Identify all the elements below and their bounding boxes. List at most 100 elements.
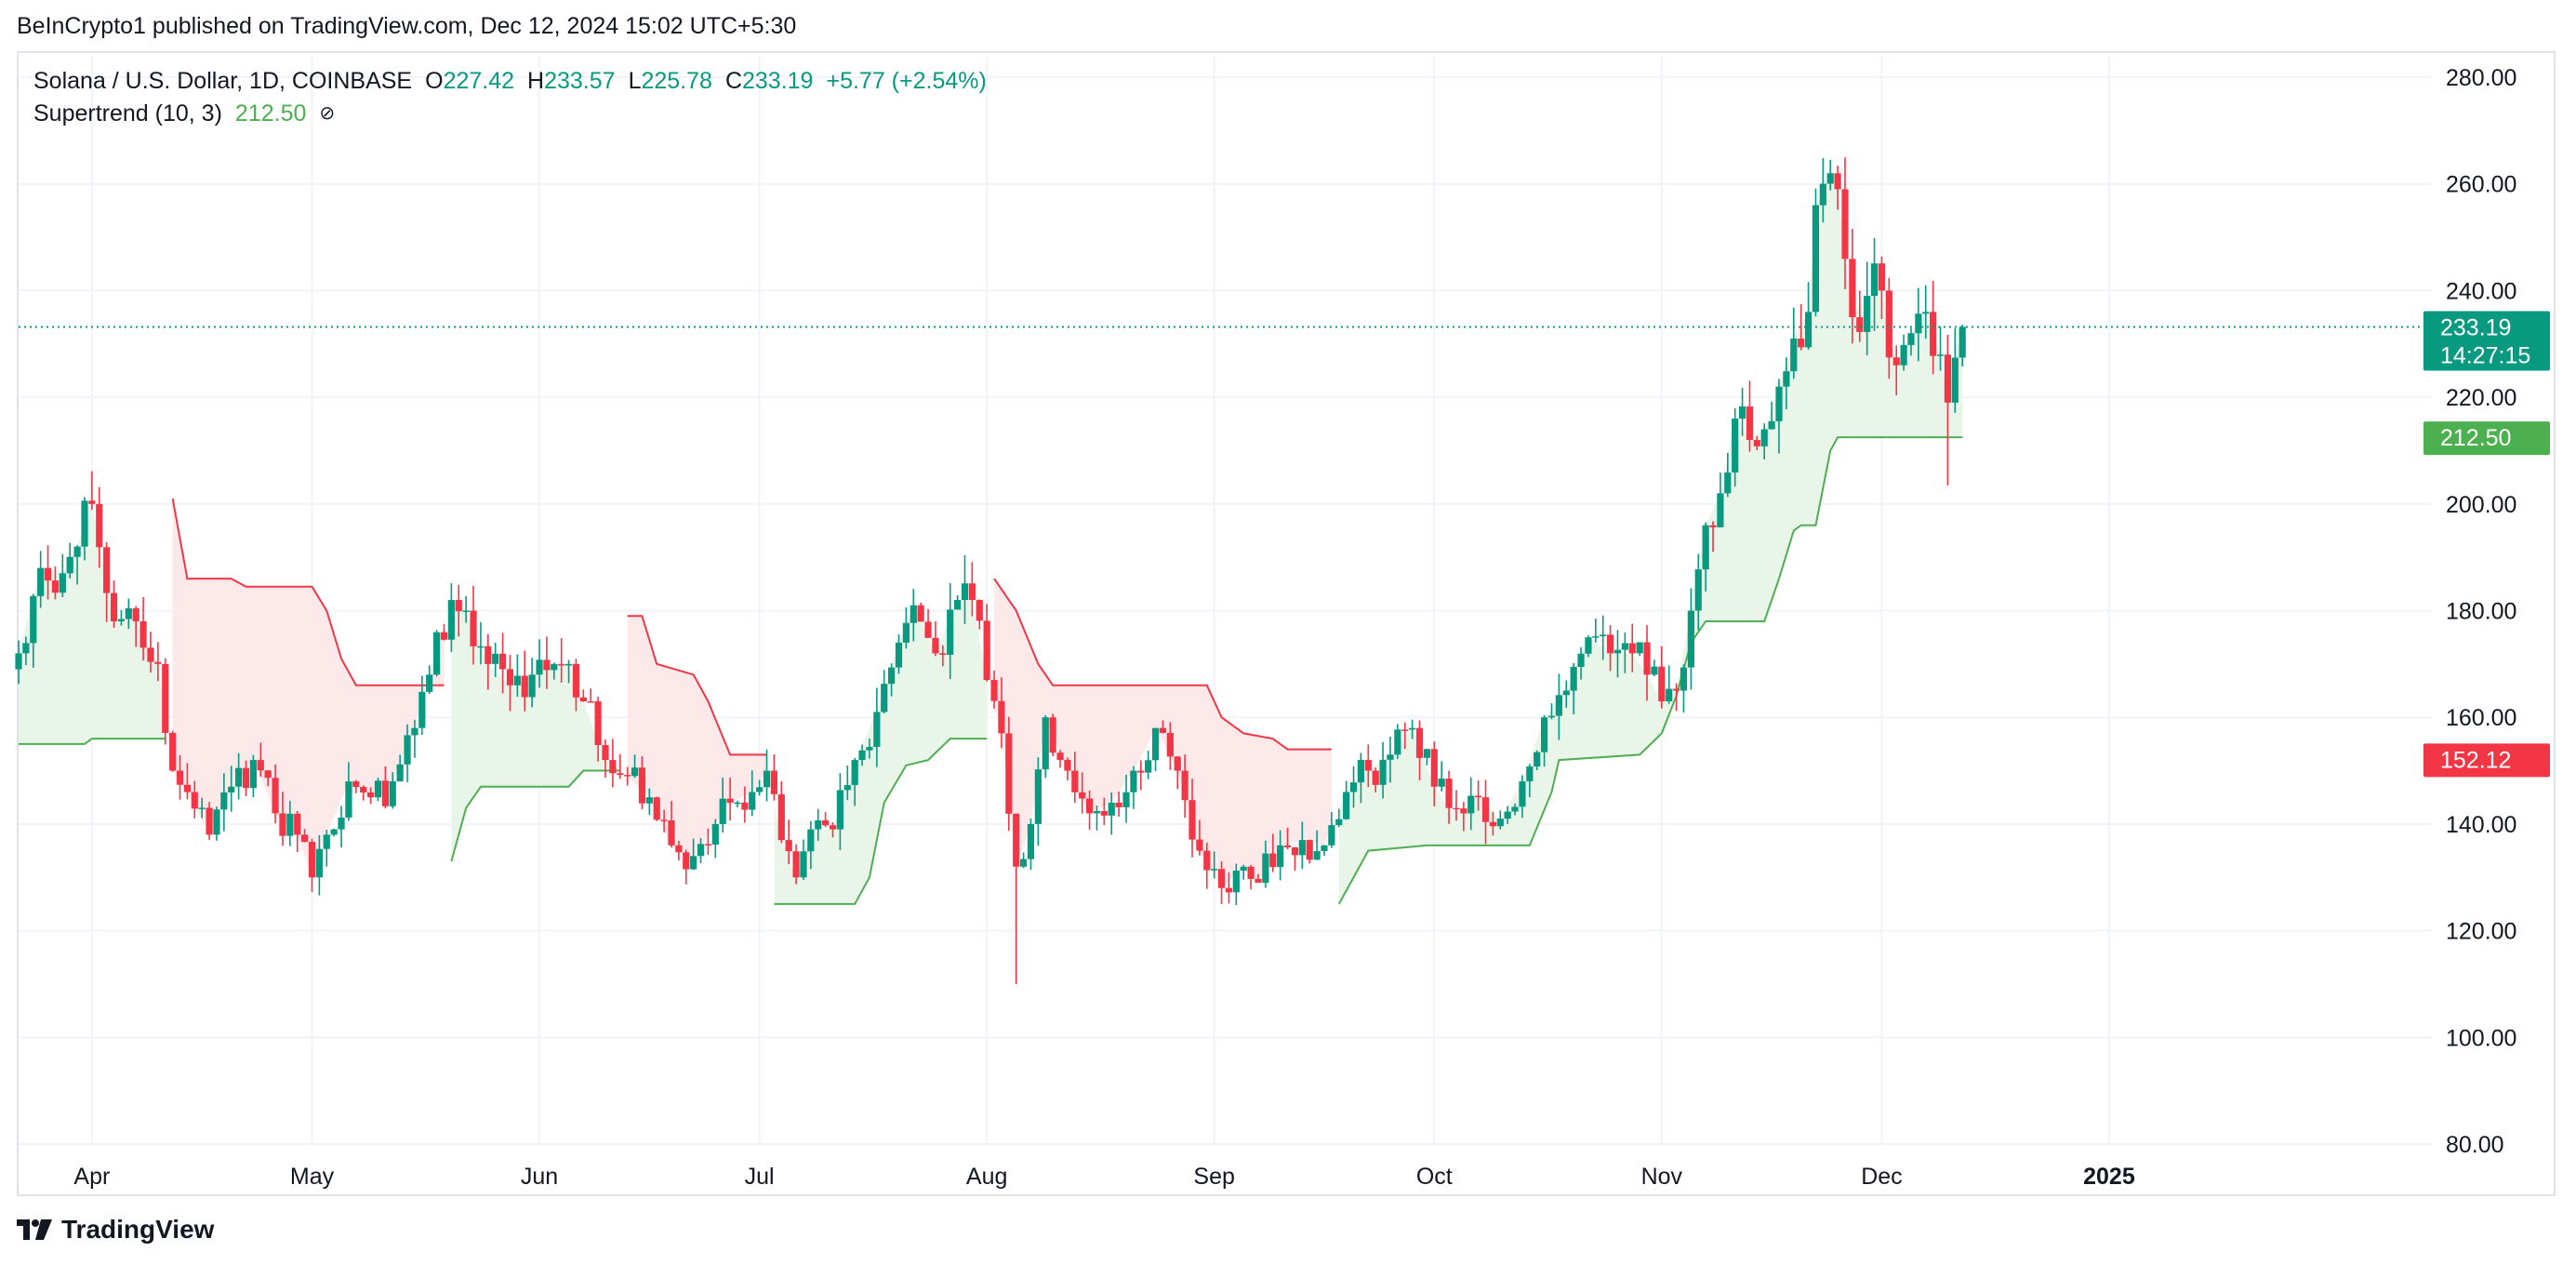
candle[interactable] bbox=[602, 739, 609, 778]
candle[interactable] bbox=[191, 780, 198, 819]
candle[interactable] bbox=[286, 801, 294, 846]
candle[interactable] bbox=[947, 582, 954, 679]
candle[interactable] bbox=[1064, 757, 1071, 780]
candle[interactable] bbox=[521, 650, 528, 712]
candle[interactable] bbox=[73, 545, 81, 585]
candle[interactable] bbox=[1277, 830, 1284, 881]
candle[interactable] bbox=[1804, 282, 1812, 351]
candle[interactable] bbox=[594, 697, 602, 762]
candle[interactable] bbox=[976, 599, 983, 630]
candle[interactable] bbox=[264, 770, 272, 787]
candle[interactable] bbox=[96, 486, 103, 568]
candle[interactable] bbox=[1680, 664, 1688, 713]
candle[interactable] bbox=[697, 838, 705, 864]
candle[interactable] bbox=[1034, 757, 1042, 846]
candle[interactable] bbox=[1349, 766, 1358, 808]
candle[interactable] bbox=[360, 785, 367, 801]
candle[interactable] bbox=[704, 828, 712, 856]
candle[interactable] bbox=[660, 809, 668, 832]
candle[interactable] bbox=[1415, 720, 1424, 780]
candle[interactable] bbox=[792, 844, 800, 885]
candle[interactable] bbox=[536, 639, 543, 688]
candle[interactable] bbox=[756, 779, 764, 796]
candle[interactable] bbox=[1717, 473, 1724, 528]
candle[interactable] bbox=[1100, 797, 1108, 825]
candle[interactable] bbox=[777, 780, 785, 844]
candle[interactable] bbox=[1049, 713, 1056, 756]
candle[interactable] bbox=[213, 806, 220, 841]
candle[interactable] bbox=[1321, 845, 1328, 857]
candle[interactable] bbox=[924, 608, 932, 638]
candle[interactable] bbox=[220, 773, 228, 832]
candles[interactable] bbox=[15, 157, 1966, 984]
candle[interactable] bbox=[1196, 819, 1203, 856]
candle[interactable] bbox=[1577, 646, 1585, 680]
candle[interactable] bbox=[249, 754, 258, 798]
candle[interactable] bbox=[1936, 326, 1945, 371]
candle[interactable] bbox=[1666, 665, 1673, 704]
candle[interactable] bbox=[59, 553, 66, 598]
supertrend-down-tag[interactable]: 152.12 bbox=[2423, 743, 2550, 778]
candle[interactable] bbox=[1453, 790, 1460, 821]
candle[interactable] bbox=[528, 658, 536, 708]
candle[interactable] bbox=[895, 634, 903, 674]
candle[interactable] bbox=[345, 762, 352, 821]
symbol-legend-row[interactable]: Solana / U.S. Dollar, 1D, COINBASE O227.… bbox=[33, 65, 987, 98]
candle[interactable] bbox=[1534, 750, 1541, 771]
candle[interactable] bbox=[44, 545, 52, 600]
candle[interactable] bbox=[132, 606, 139, 647]
time-axis[interactable]: Apr May Jun Jul Aug Sep Oct Nov Dec 2025 bbox=[73, 1164, 2134, 1190]
candle[interactable] bbox=[1394, 724, 1401, 759]
candle[interactable] bbox=[1702, 522, 1709, 592]
candle[interactable] bbox=[1724, 452, 1732, 498]
candle[interactable] bbox=[1071, 752, 1079, 804]
candle[interactable] bbox=[1613, 630, 1622, 678]
candle[interactable] bbox=[183, 763, 192, 800]
candle[interactable] bbox=[485, 633, 492, 690]
candle[interactable] bbox=[1328, 811, 1335, 848]
candle[interactable] bbox=[1746, 380, 1754, 452]
candle[interactable] bbox=[1438, 761, 1445, 792]
candle[interactable] bbox=[426, 665, 433, 694]
candle[interactable] bbox=[103, 541, 111, 622]
candle[interactable] bbox=[631, 754, 639, 779]
candle[interactable] bbox=[1093, 806, 1101, 831]
candle[interactable] bbox=[1372, 767, 1379, 792]
candle[interactable] bbox=[513, 654, 521, 697]
candle[interactable] bbox=[242, 760, 250, 797]
candle[interactable] bbox=[1849, 229, 1856, 344]
candle[interactable] bbox=[726, 778, 734, 821]
candle[interactable] bbox=[1145, 751, 1152, 779]
chart-pane-frame[interactable] bbox=[17, 51, 2556, 1196]
candle[interactable] bbox=[1262, 840, 1269, 888]
candle[interactable] bbox=[1738, 387, 1746, 436]
candle[interactable] bbox=[1585, 635, 1592, 658]
candle[interactable] bbox=[1409, 719, 1416, 739]
candle[interactable] bbox=[1364, 744, 1372, 788]
candle[interactable] bbox=[1174, 755, 1181, 790]
candle[interactable] bbox=[1885, 277, 1892, 380]
candle[interactable] bbox=[15, 640, 22, 685]
candle[interactable] bbox=[785, 819, 792, 864]
candle[interactable] bbox=[1335, 808, 1343, 828]
supertrend-up-tag[interactable]: 212.50 bbox=[2423, 421, 2550, 456]
candle[interactable] bbox=[206, 802, 213, 840]
candle[interactable] bbox=[1445, 770, 1453, 824]
candle[interactable] bbox=[1313, 830, 1321, 860]
candle[interactable] bbox=[1775, 379, 1783, 454]
candle[interactable] bbox=[257, 742, 264, 777]
candle[interactable] bbox=[954, 595, 962, 610]
candle[interactable] bbox=[1430, 741, 1438, 806]
candle[interactable] bbox=[917, 602, 924, 622]
candle[interactable] bbox=[338, 806, 345, 848]
candle[interactable] bbox=[1687, 588, 1694, 690]
candle[interactable] bbox=[1108, 792, 1115, 835]
candle[interactable] bbox=[1812, 188, 1820, 317]
candle[interactable] bbox=[881, 670, 888, 713]
candle[interactable] bbox=[323, 830, 330, 867]
candle[interactable] bbox=[829, 821, 837, 838]
candle[interactable] bbox=[404, 724, 411, 782]
eye-off-icon[interactable]: ⊘ bbox=[319, 103, 336, 124]
candle[interactable] bbox=[1056, 750, 1064, 768]
